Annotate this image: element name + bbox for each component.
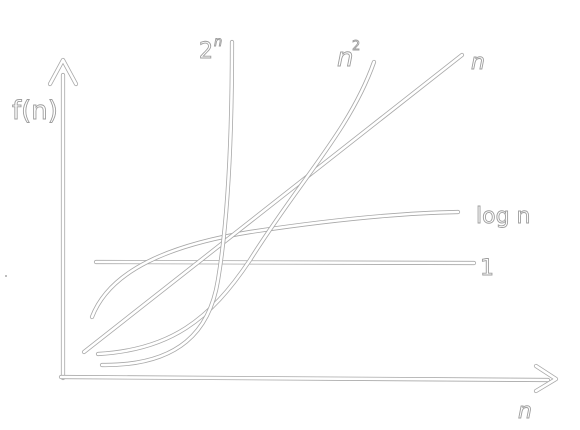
label-linear: n [471,50,485,75]
svg-text:n: n [337,43,353,73]
stray-mark [5,275,7,277]
curve-exponential [99,39,235,368]
curve-constant [93,259,477,266]
curve-log [89,209,461,320]
label-quadratic: n 2 [337,39,361,74]
x-axis [58,363,559,394]
y-axis [47,57,79,381]
svg-text:2: 2 [199,39,213,64]
y-axis-label: f(n) [12,96,58,126]
curve-quadratic [95,59,377,357]
label-constant: 1 [480,256,494,281]
svg-text:2: 2 [352,39,360,54]
label-log: log n [476,204,530,229]
svg-text:n: n [214,35,222,50]
x-axis-label: n [518,399,532,424]
curve-linear [81,52,465,355]
label-exponential: 2 n [199,35,223,65]
